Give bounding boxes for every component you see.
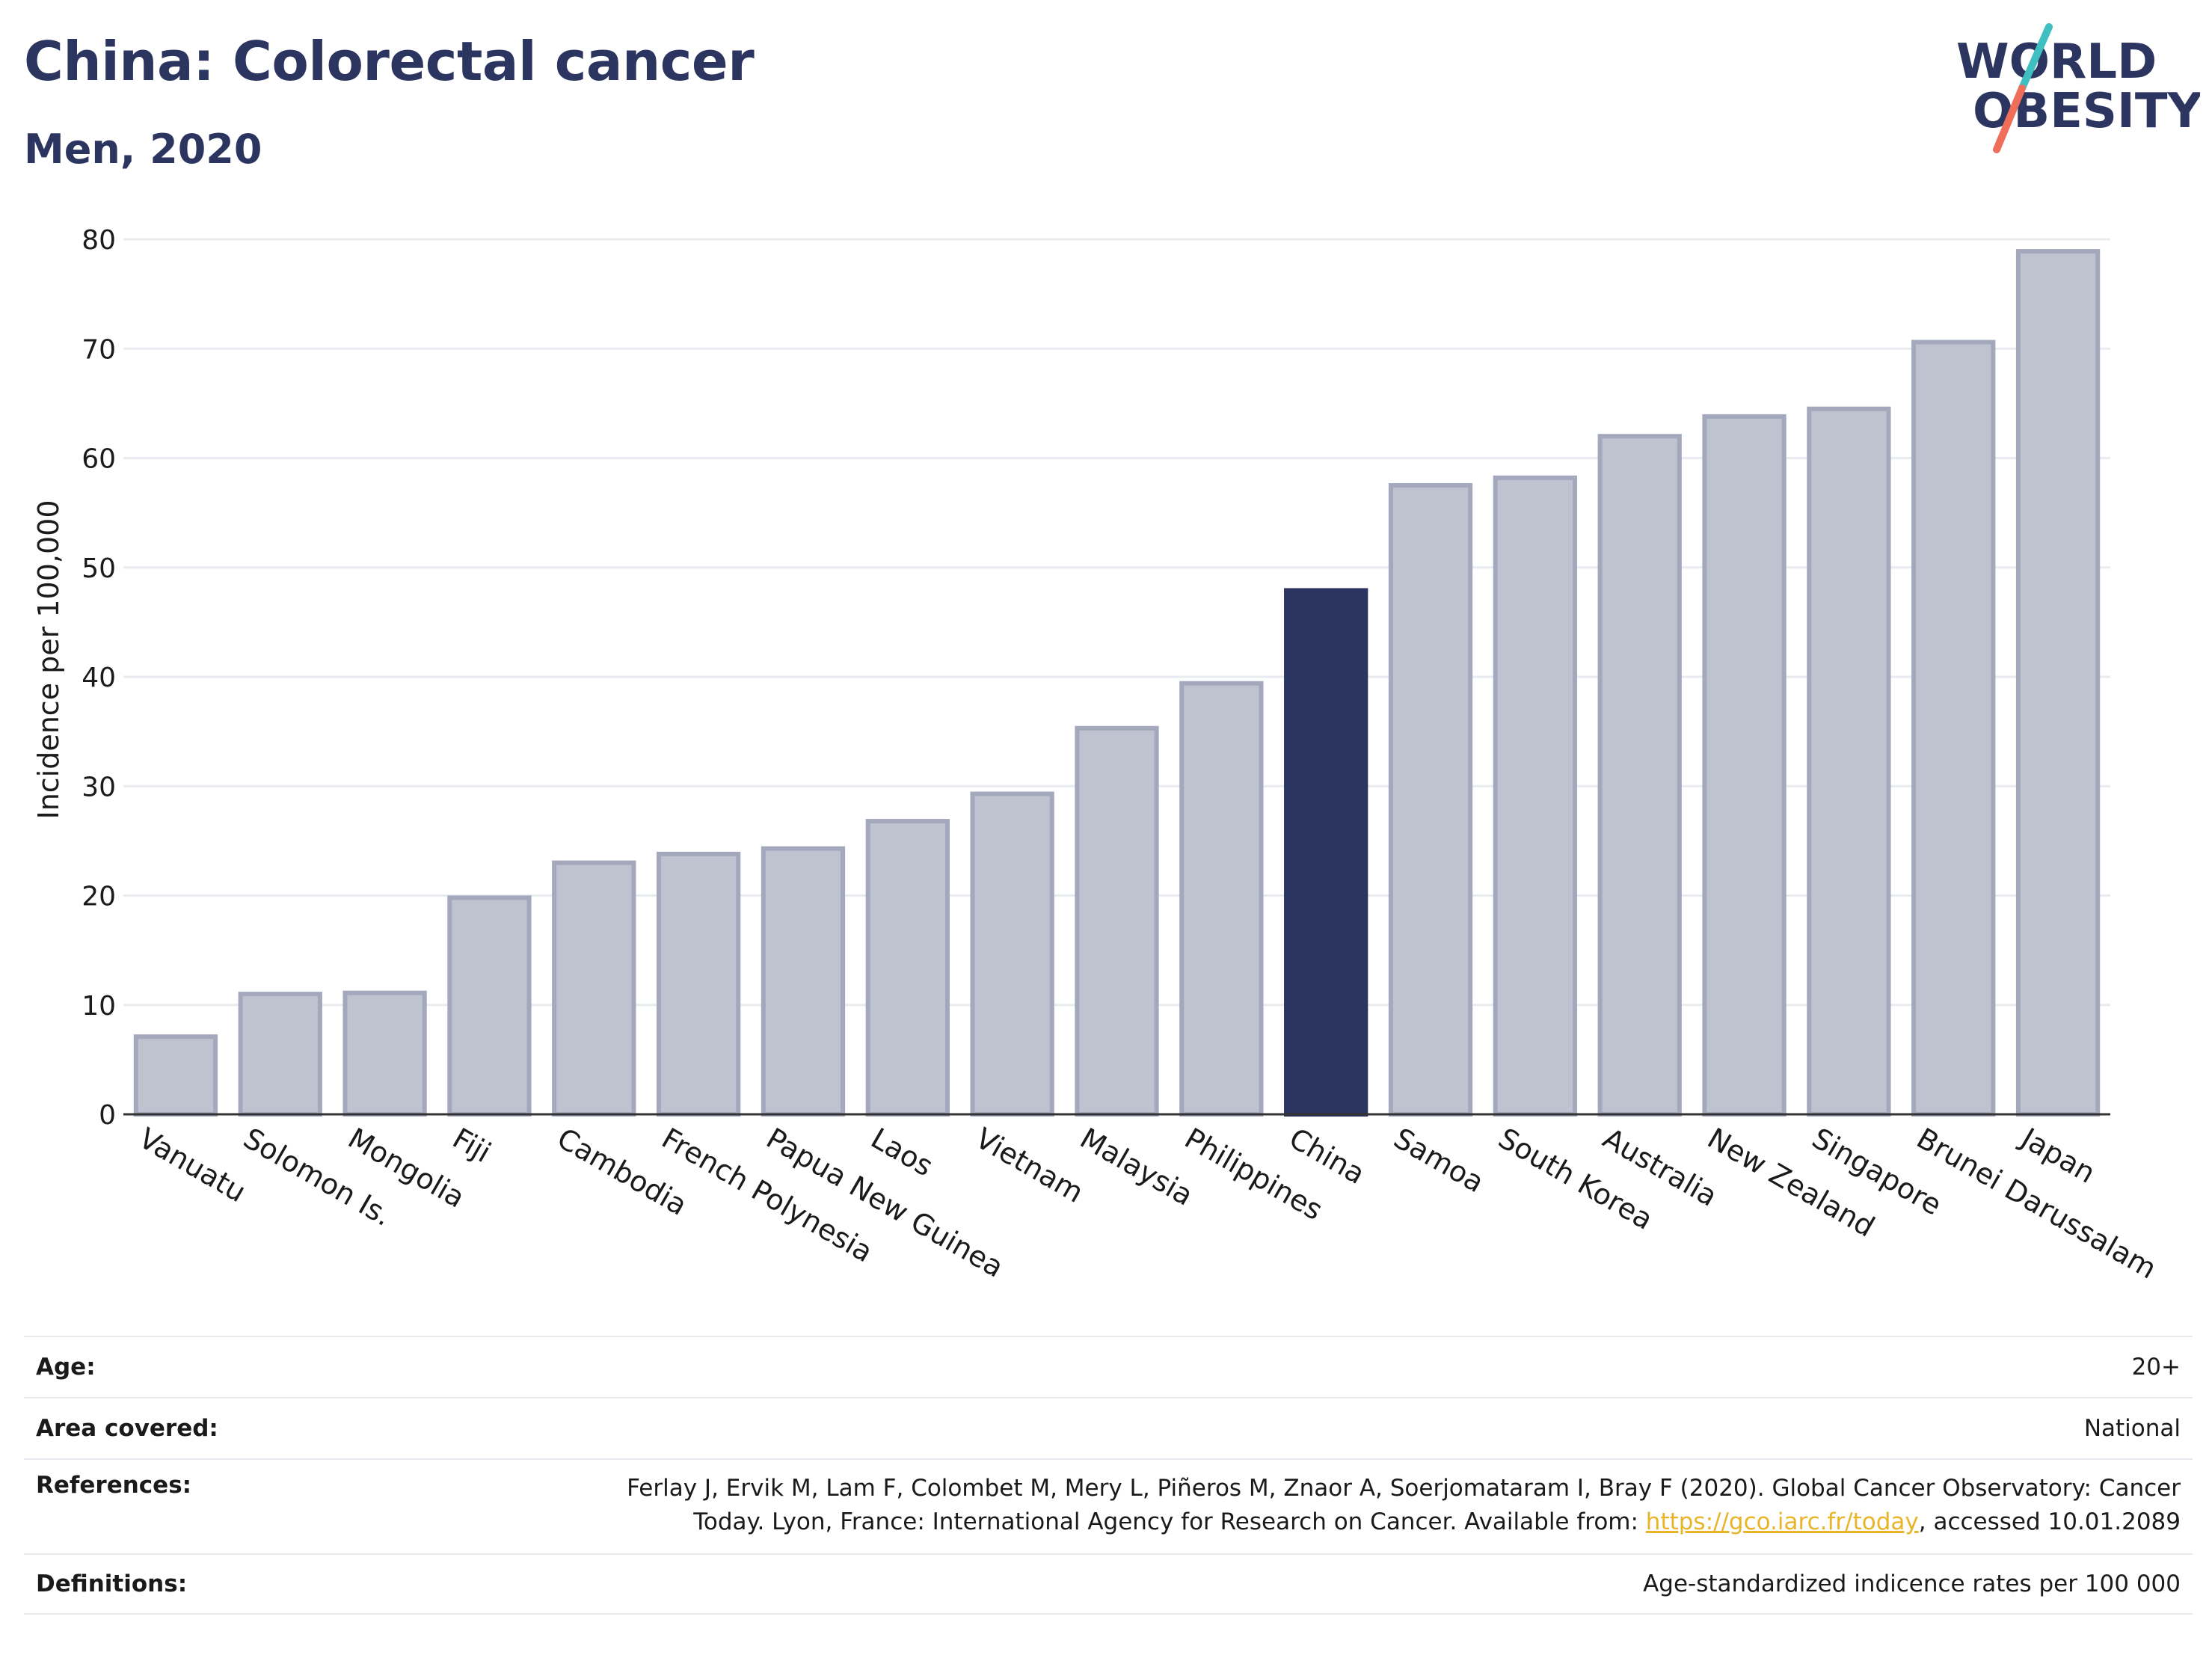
x-tick-label: Vietnam bbox=[970, 1122, 1089, 1209]
y-tick-label: 10 bbox=[82, 991, 116, 1022]
bar-philippines bbox=[1179, 681, 1264, 1117]
bar-japan bbox=[2015, 249, 2101, 1117]
info-label-definitions: Definitions: bbox=[36, 1570, 188, 1597]
bar-laos bbox=[865, 819, 950, 1117]
info-table: Age: 20+ Area covered: National Referenc… bbox=[24, 1336, 2193, 1615]
bar-new-zealand bbox=[1702, 414, 1787, 1117]
bar-vietnam bbox=[970, 791, 1054, 1117]
bar-french-polynesia bbox=[656, 851, 741, 1117]
bar-mongolia bbox=[342, 990, 427, 1117]
reference-text: Ferlay J, Ervik M, Lam F, Colombet M, Me… bbox=[627, 1475, 2181, 1535]
x-tick-label: Samoa bbox=[1389, 1122, 1490, 1200]
y-tick-label: 70 bbox=[82, 334, 116, 365]
bar-china bbox=[1284, 588, 1368, 1117]
y-tick-label: 50 bbox=[82, 553, 116, 584]
bar-solomon-is bbox=[238, 992, 322, 1117]
chart-subtitle: Men, 2020 bbox=[24, 126, 262, 173]
logo-slash-coral bbox=[1993, 85, 2026, 153]
info-label-age: Age: bbox=[36, 1354, 96, 1381]
bar-vanuatu bbox=[133, 1034, 218, 1117]
reference-link[interactable]: https://gco.iarc.fr/today bbox=[1645, 1508, 1919, 1535]
bar-brunei-darussalam bbox=[1911, 340, 1996, 1117]
info-label-area: Area covered: bbox=[36, 1415, 218, 1442]
bar-singapore bbox=[1807, 406, 1891, 1117]
reference-accessed: , accessed 10.01.2089 bbox=[1918, 1508, 2181, 1535]
bar-south-korea bbox=[1493, 475, 1578, 1117]
chart-title: China: Colorectal cancer bbox=[24, 30, 755, 93]
bar-samoa bbox=[1388, 483, 1473, 1117]
y-axis-labels: 0 10 20 30 40 50 60 70 80 bbox=[82, 225, 116, 1131]
info-row-age: Age: 20+ bbox=[24, 1336, 2193, 1397]
logo-slash-teal bbox=[2018, 23, 2053, 92]
y-tick-label: 40 bbox=[82, 663, 116, 693]
x-tick-label: Fiji bbox=[447, 1122, 497, 1169]
info-row-references: References: Ferlay J, Ervik M, Lam F, Co… bbox=[24, 1458, 2193, 1553]
info-value-definitions: Age-standardized indicence rates per 100… bbox=[1643, 1570, 2181, 1597]
bar-fiji bbox=[447, 895, 532, 1117]
logo-line-1: WORLD bbox=[1956, 34, 2157, 90]
info-label-references: References: bbox=[36, 1472, 192, 1499]
y-tick-label: 20 bbox=[82, 882, 116, 912]
y-tick-label: 60 bbox=[82, 444, 116, 475]
bar-papua-new-guinea bbox=[761, 846, 846, 1117]
bar-australia bbox=[1597, 434, 1682, 1117]
y-axis-title: Incidence per 100,000 bbox=[32, 500, 65, 819]
info-value-references: Ferlay J, Ervik M, Lam F, Colombet M, Me… bbox=[603, 1472, 2181, 1539]
info-value-area: National bbox=[2083, 1414, 2181, 1442]
info-value-age: 20+ bbox=[2131, 1353, 2181, 1381]
world-obesity-logo: WORLD OBESITY bbox=[1956, 23, 2200, 153]
x-tick-label: Vanuatu bbox=[133, 1122, 251, 1209]
x-tick-label: Laos bbox=[865, 1122, 938, 1183]
x-tick-label: Malaysia bbox=[1075, 1122, 1199, 1212]
bar-malaysia bbox=[1075, 725, 1159, 1117]
bars-layer bbox=[123, 249, 2110, 1117]
info-row-definitions: Definitions: Age-standardized indicence … bbox=[24, 1553, 2193, 1615]
y-tick-label: 0 bbox=[99, 1100, 116, 1131]
y-tick-label: 30 bbox=[82, 772, 116, 802]
info-row-area: Area covered: National bbox=[24, 1397, 2193, 1458]
bar-cambodia bbox=[552, 860, 636, 1117]
y-tick-label: 80 bbox=[82, 225, 116, 256]
